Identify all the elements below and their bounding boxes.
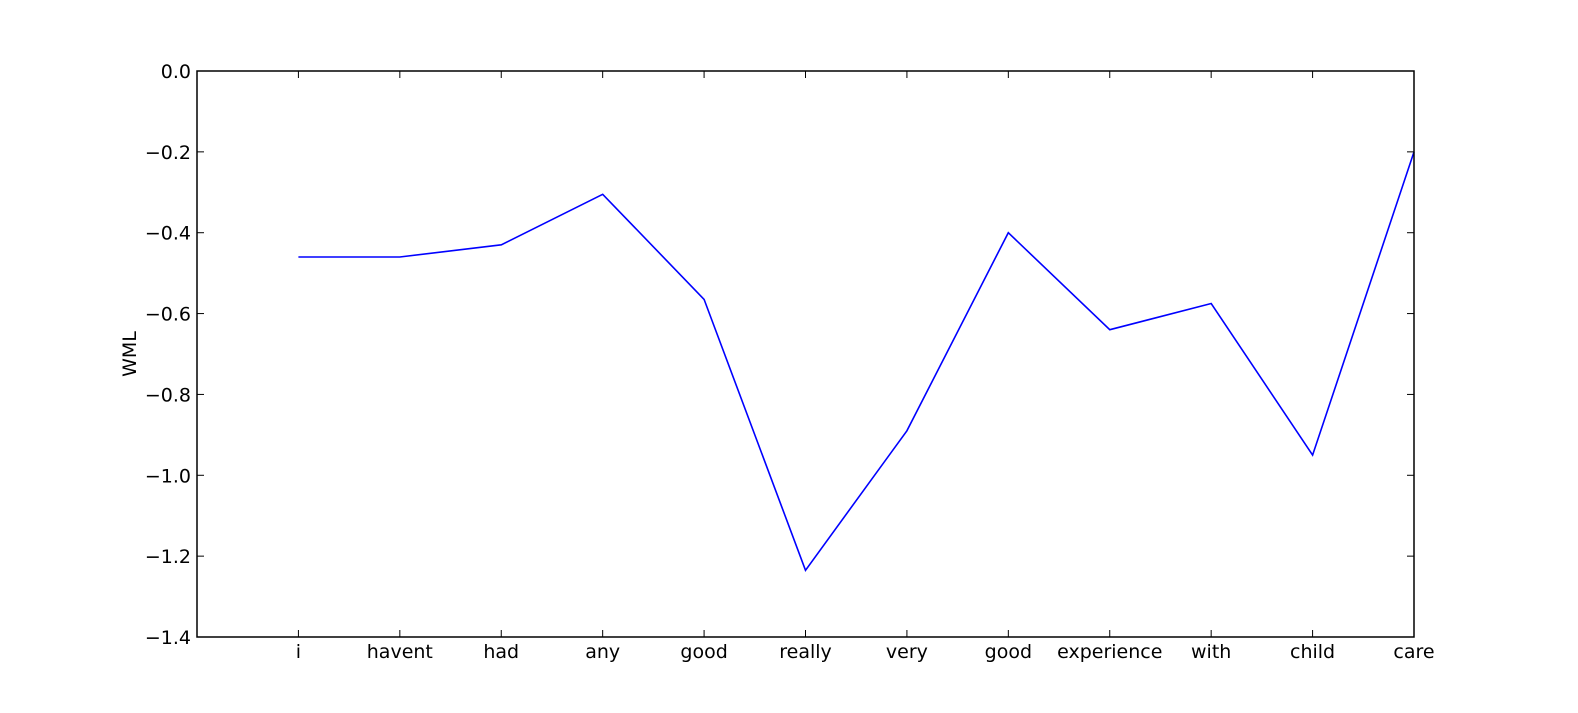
- x-tick-label: care: [1393, 641, 1434, 663]
- x-tick-label: very: [886, 641, 928, 663]
- series-line: [298, 151, 1415, 572]
- series-layer: [298, 151, 1415, 572]
- x-tick-label: any: [585, 641, 620, 663]
- plot-frame: [196, 70, 1415, 638]
- y-tick-label: −0.2: [145, 142, 191, 164]
- y-tick-label: −0.6: [145, 304, 191, 326]
- y-tick-label: −0.4: [145, 223, 191, 245]
- y-axis-title: WML: [119, 331, 141, 377]
- x-tick-label: experience: [1057, 641, 1162, 663]
- y-tick-label: −1.0: [145, 465, 191, 487]
- x-tick-label: good: [680, 641, 727, 663]
- x-tick-label: with: [1191, 641, 1231, 663]
- y-tick-label: −0.8: [145, 384, 191, 406]
- x-tick-label: child: [1290, 641, 1335, 663]
- y-tick-label: −1.2: [145, 546, 191, 568]
- x-tick-label: good: [985, 641, 1032, 663]
- y-tick-label: −1.4: [145, 627, 191, 649]
- ticks-layer: [197, 70, 1415, 638]
- y-tick-label: 0.0: [161, 61, 191, 83]
- x-tick-label: really: [779, 641, 832, 663]
- x-tick-label: havent: [367, 641, 433, 663]
- x-tick-label: had: [483, 641, 519, 663]
- x-tick-label: i: [296, 641, 301, 663]
- labels-layer: 0.0 −0.2 −0.4 −0.6 −0.8 −1.0 −1.2 −1.4 i havent ha…: [145, 61, 1435, 663]
